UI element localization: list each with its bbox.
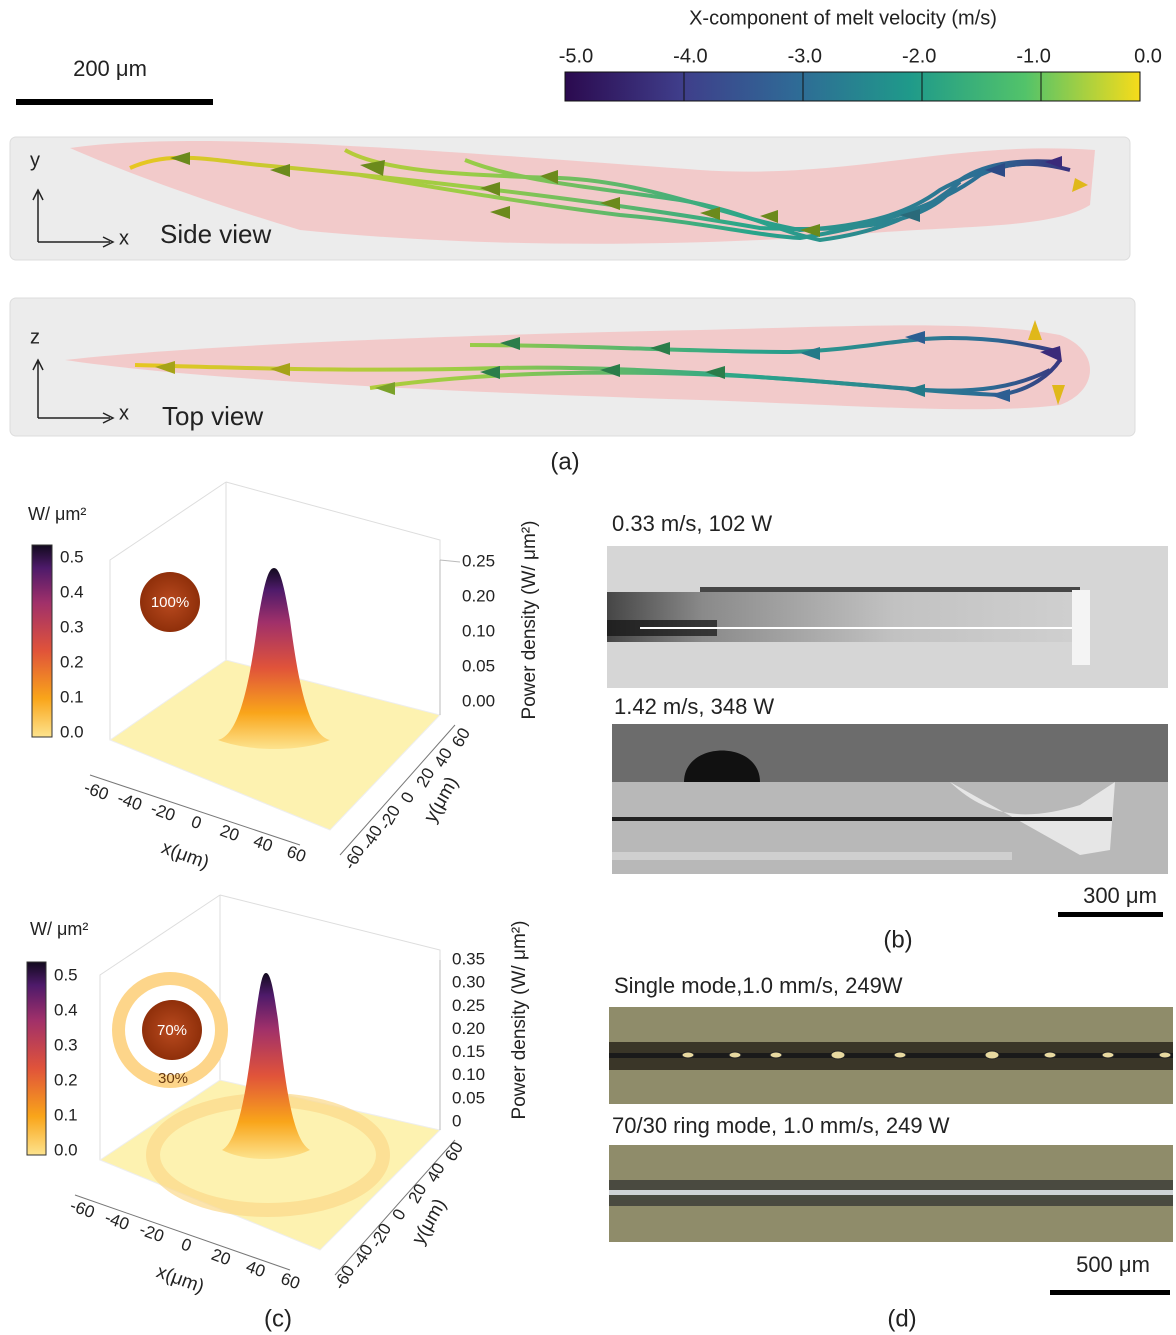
tick-label: -60 [68, 1196, 98, 1222]
tick-label: 0.1 [60, 687, 84, 706]
tick-label: 0.2 [54, 1070, 78, 1089]
tick-label: -40 [102, 1208, 132, 1234]
tick-label: 0.10 [452, 1065, 485, 1084]
beam-spot [142, 1000, 202, 1060]
tick-label: 0.4 [54, 1000, 78, 1019]
tick-label: 0 [179, 1234, 194, 1255]
colorbar [31, 544, 53, 738]
melt-pool [70, 140, 1095, 244]
tick-label: 0.05 [462, 656, 495, 675]
tick-label: 0.20 [452, 1019, 485, 1038]
tick-label: 0.3 [54, 1035, 78, 1054]
micrograph [609, 1007, 1173, 1104]
tick-label: 0.00 [462, 691, 495, 710]
tick-label: -20 [137, 1220, 167, 1246]
tick-label: 0.30 [452, 973, 485, 992]
scale-bar [1050, 1290, 1170, 1295]
panel-caption: (c) [264, 1305, 292, 1332]
scale-bar-label: 200 μm [73, 56, 147, 81]
x-axis-label: x(μm) [154, 1261, 207, 1297]
tick-label: 40 [423, 1160, 449, 1186]
colorbar-unit: W/ μm² [30, 919, 88, 939]
scale-bar [16, 99, 213, 105]
micrograph [612, 724, 1168, 874]
tick-label: 0 [397, 789, 418, 807]
tick-label: 0.1 [54, 1105, 78, 1124]
view-label: Top view [162, 401, 263, 431]
tick-label: 0 [452, 1111, 461, 1130]
tick-label: -40 [115, 788, 145, 814]
z-axis-label: Power density (W/ μm²) [519, 521, 540, 720]
tick-label: 0.0 [1134, 45, 1162, 67]
colorbar [26, 961, 47, 1156]
panel-caption: (a) [550, 448, 579, 475]
axes-icon [32, 358, 115, 424]
tick-label: 0.25 [462, 551, 495, 570]
image-label: Single mode,1.0 mm/s, 249W [614, 973, 903, 998]
tick-label: 0.05 [452, 1088, 485, 1107]
axis-letter: y [30, 149, 40, 171]
scale-bar-label: 500 μm [1076, 1252, 1150, 1277]
tick-label: -3.0 [788, 45, 822, 67]
tick-label: 0.20 [462, 586, 495, 605]
axis-letter: z [30, 326, 40, 348]
image-label: 1.42 m/s, 348 W [614, 694, 774, 719]
tick-label: 0.35 [452, 949, 485, 968]
tick-label: -4.0 [673, 45, 707, 67]
micrograph [607, 546, 1168, 688]
beam-label: 70% [157, 1022, 187, 1039]
tick-label: -1.0 [1016, 45, 1050, 67]
scale-bar-label: 300 μm [1083, 883, 1157, 908]
tick-label: 0.15 [452, 1042, 485, 1061]
colorbar [564, 71, 1141, 102]
panel-caption: (d) [887, 1305, 916, 1332]
tick-label: 0.10 [462, 621, 495, 640]
tick-label: 0.0 [60, 722, 84, 741]
tick-label: -5.0 [559, 45, 593, 67]
image-label: 70/30 ring mode, 1.0 mm/s, 249 W [612, 1113, 950, 1138]
arrowheads [155, 320, 1065, 405]
tick-label: 0.5 [60, 547, 84, 566]
micrograph [609, 1145, 1173, 1242]
panel-caption: (b) [883, 926, 912, 953]
tick-label: 0.0 [54, 1140, 78, 1159]
scale-bar [1058, 912, 1163, 917]
z-axis-label: Power density (W/ μm²) [509, 921, 530, 1120]
tick-label: 20 [404, 1181, 430, 1207]
tick-label: 0.4 [60, 582, 84, 601]
colorbar-ticks: -5.0 -4.0 -3.0 -2.0 -1.0 0.0 [559, 45, 1162, 101]
beam-label: 30% [158, 1070, 188, 1087]
plot-3d [89, 481, 461, 856]
beam-label: 100% [151, 594, 189, 611]
colorbar-unit: W/ μm² [28, 504, 86, 524]
view-label: Side view [160, 219, 271, 249]
axes-icon [32, 188, 115, 248]
tick-label: -60 [82, 778, 112, 804]
tick-label: 0.2 [60, 652, 84, 671]
tick-label: 0 [389, 1206, 410, 1224]
image-label: 0.33 m/s, 102 W [612, 511, 772, 536]
tick-label: 60 [278, 1269, 302, 1293]
streamlines [129, 148, 1071, 243]
tick-label: -2.0 [902, 45, 936, 67]
plot-3d [74, 894, 456, 1276]
arrowheads [170, 152, 1088, 237]
colorbar-title: X-component of melt velocity (m/s) [689, 7, 997, 29]
axis-letter: x [119, 402, 129, 424]
tick-label: 0.3 [60, 617, 84, 636]
tick-label: 60 [441, 1139, 467, 1165]
x-axis-label: x(μm) [159, 837, 212, 873]
tick-label: -20 [366, 1220, 395, 1251]
tick-label: 0.5 [54, 965, 78, 984]
axis-letter: x [119, 227, 129, 249]
beam-spot [140, 572, 200, 632]
tick-label: 60 [284, 842, 308, 866]
tick-label: 0 [189, 812, 204, 833]
tick-label: 0.25 [452, 996, 485, 1015]
